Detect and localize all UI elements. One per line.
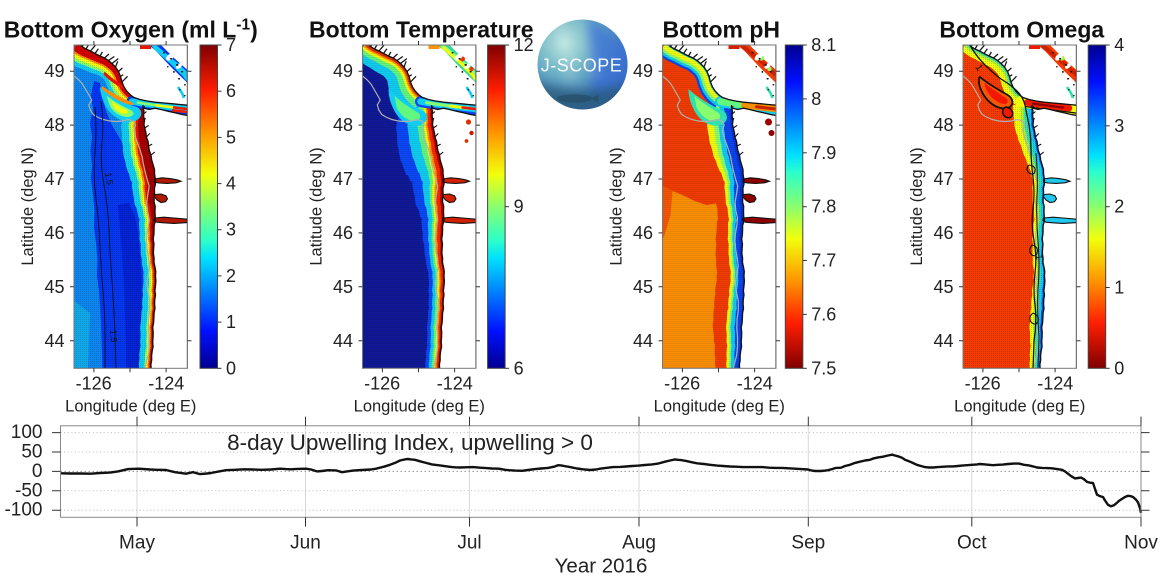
svg-text:100: 100: [11, 422, 43, 443]
svg-text:May: May: [119, 533, 155, 554]
svg-text:Bottom Temperature: Bottom Temperature: [309, 17, 534, 43]
svg-text:1.5: 1.5: [108, 329, 119, 342]
svg-text:7.6: 7.6: [811, 304, 836, 324]
svg-text:9: 9: [514, 197, 524, 217]
svg-text:-100: -100: [4, 500, 42, 521]
svg-text:46: 46: [333, 223, 353, 243]
svg-text:2: 2: [226, 266, 236, 286]
svg-text:Longitude (deg E): Longitude (deg E): [954, 398, 1085, 416]
svg-text:12: 12: [514, 35, 534, 55]
svg-text:Year 2016: Year 2016: [555, 555, 648, 578]
svg-text:45: 45: [933, 277, 953, 297]
svg-text:46: 46: [633, 223, 653, 243]
svg-text:-124: -124: [437, 374, 473, 394]
svg-text:Sep: Sep: [791, 533, 825, 554]
svg-text:49: 49: [333, 61, 353, 81]
svg-text:3: 3: [1114, 116, 1124, 136]
svg-text:49: 49: [633, 61, 653, 81]
svg-text:8: 8: [811, 89, 821, 109]
svg-text:Latitude (deg N): Latitude (deg N): [308, 147, 326, 265]
svg-text:Jun: Jun: [290, 533, 321, 554]
svg-text:47: 47: [933, 169, 953, 189]
svg-text:48: 48: [44, 115, 64, 135]
svg-text:8.1: 8.1: [811, 35, 836, 55]
svg-text:6: 6: [514, 358, 524, 378]
svg-text:0: 0: [32, 461, 43, 482]
svg-text:49: 49: [44, 61, 64, 81]
svg-text:49: 49: [933, 61, 953, 81]
svg-text:-126: -126: [965, 374, 1001, 394]
svg-text:Latitude (deg N): Latitude (deg N): [608, 147, 626, 265]
svg-text:Longitude (deg E): Longitude (deg E): [654, 398, 785, 416]
svg-text:-50: -50: [15, 480, 42, 501]
svg-text:1: 1: [1114, 278, 1124, 298]
svg-text:45: 45: [333, 277, 353, 297]
svg-text:-126: -126: [364, 374, 400, 394]
svg-text:4: 4: [226, 174, 236, 194]
svg-text:48: 48: [933, 115, 953, 135]
svg-text:-126: -126: [664, 374, 700, 394]
svg-text:Latitude (deg N): Latitude (deg N): [19, 147, 37, 265]
svg-text:46: 46: [44, 223, 64, 243]
svg-text:7.9: 7.9: [811, 143, 836, 163]
svg-text:0: 0: [1114, 358, 1124, 378]
svg-text:4: 4: [1114, 35, 1124, 55]
svg-text:44: 44: [333, 331, 353, 351]
svg-text:48: 48: [633, 115, 653, 135]
svg-text:47: 47: [633, 169, 653, 189]
svg-text:Nov: Nov: [1124, 533, 1158, 554]
svg-text:47: 47: [333, 169, 353, 189]
svg-text:Bottom pH: Bottom pH: [662, 17, 780, 43]
svg-text:0: 0: [226, 358, 236, 378]
svg-text:47: 47: [44, 169, 64, 189]
svg-text:2: 2: [1114, 197, 1124, 217]
svg-text:1: 1: [1034, 254, 1045, 260]
svg-text:Bottom Oxygen (ml L-1): Bottom Oxygen (ml L-1): [4, 17, 258, 43]
svg-text:-124: -124: [1037, 374, 1073, 394]
svg-text:45: 45: [44, 277, 64, 297]
svg-text:1: 1: [973, 62, 985, 73]
svg-text:46: 46: [933, 223, 953, 243]
svg-text:7.5: 7.5: [811, 358, 836, 378]
svg-text:Aug: Aug: [622, 533, 656, 554]
svg-text:6: 6: [226, 81, 236, 101]
svg-text:3: 3: [226, 220, 236, 240]
svg-text:1.5: 1.5: [103, 172, 115, 186]
svg-text:Bottom Omega: Bottom Omega: [939, 17, 1104, 43]
svg-text:-124: -124: [148, 374, 184, 394]
svg-text:44: 44: [44, 331, 64, 351]
svg-text:50: 50: [21, 442, 42, 463]
svg-text:5: 5: [226, 127, 236, 147]
svg-text:1: 1: [226, 312, 236, 332]
svg-text:48: 48: [333, 115, 353, 135]
svg-text:45: 45: [633, 277, 653, 297]
svg-text:J-SCOPE: J-SCOPE: [541, 56, 623, 76]
svg-text:8-day Upwelling Index, upwelli: 8-day Upwelling Index, upwelling > 0: [227, 430, 593, 455]
svg-text:7.7: 7.7: [811, 251, 836, 271]
svg-text:-126: -126: [76, 374, 112, 394]
svg-text:Longitude (deg E): Longitude (deg E): [65, 398, 196, 416]
svg-text:-124: -124: [737, 374, 773, 394]
svg-text:44: 44: [933, 331, 953, 351]
svg-text:Jul: Jul: [457, 533, 481, 554]
svg-text:Oct: Oct: [957, 533, 987, 554]
svg-text:Latitude (deg N): Latitude (deg N): [908, 147, 926, 265]
svg-text:7: 7: [226, 35, 236, 55]
svg-text:44: 44: [633, 331, 653, 351]
svg-text:Longitude (deg E): Longitude (deg E): [354, 398, 485, 416]
svg-text:7.8: 7.8: [811, 197, 836, 217]
